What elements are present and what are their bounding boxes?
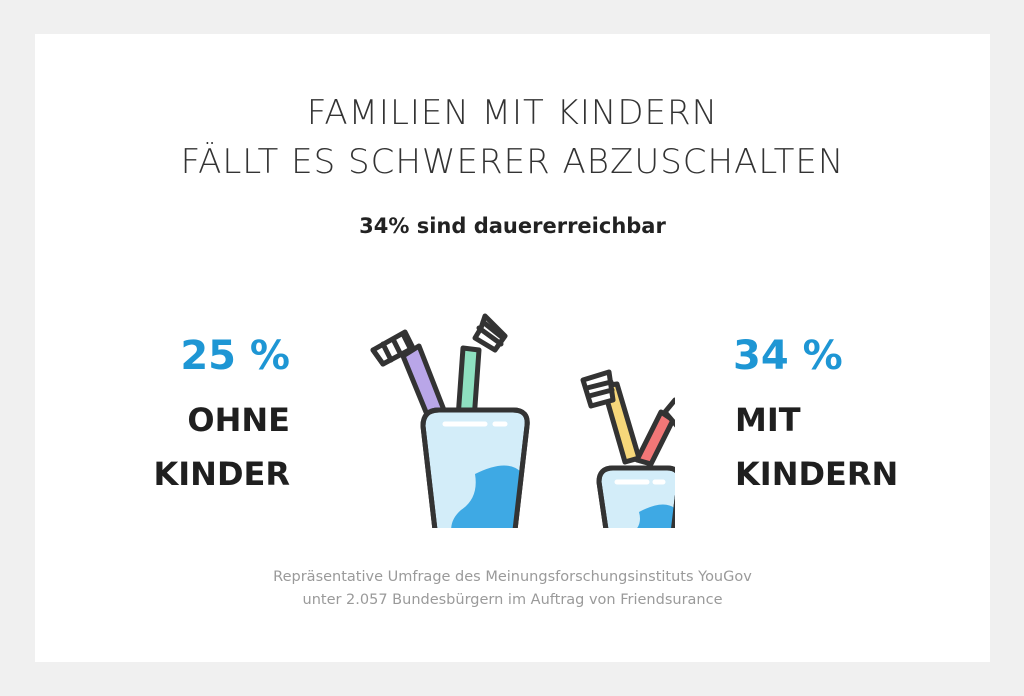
toothbrush-cup-small-icon [580, 369, 675, 528]
label-with-children-line-2: KINDERN [735, 455, 899, 493]
source-line-1: Repräsentative Umfrage des Meinungsforsc… [273, 569, 752, 585]
percent-without-children: 25 % [180, 333, 290, 379]
percent-with-children: 34 % [733, 333, 843, 379]
subtitle: 34% sind dauererreichbar [359, 214, 666, 238]
label-with-children: MIT KINDERN [735, 393, 898, 501]
source-note: Repräsentative Umfrage des Meinungsforsc… [35, 566, 990, 612]
label-without-children: OHNE KINDER [153, 393, 290, 501]
infographic-card: FAMILIEN MIT KINDERN FÄLLT ES SCHWERER A… [35, 34, 990, 662]
label-without-children-line-1: OHNE [187, 401, 290, 439]
label-with-children-line-1: MIT [735, 401, 801, 439]
source-line-2: unter 2.057 Bundesbürgern im Auftrag von… [302, 592, 723, 608]
label-without-children-line-2: KINDER [153, 455, 290, 493]
toothbrush-illustration [370, 313, 675, 528]
page-title: FAMILIEN MIT KINDERN FÄLLT ES SCHWERER A… [35, 89, 990, 187]
toothbrush-cup-large-icon [370, 313, 530, 528]
title-line-1: FAMILIEN MIT KINDERN [306, 93, 719, 133]
title-line-2: FÄLLT ES SCHWERER ABZUSCHALTEN [180, 142, 845, 182]
